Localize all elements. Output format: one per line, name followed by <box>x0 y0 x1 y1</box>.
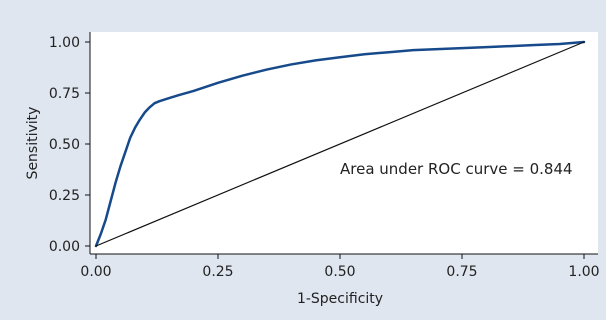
reference-diagonal-line <box>95 41 585 247</box>
series-layer <box>94 40 586 248</box>
y-tick-label: 0.00 <box>49 239 80 255</box>
x-axis-title: 1-Specificity <box>297 291 383 307</box>
roc-curve-line <box>94 40 586 248</box>
annotation: Area under ROC curve = 0.844 <box>340 160 573 178</box>
plot-area <box>90 32 598 254</box>
x-tick-label: 1.00 <box>568 264 599 280</box>
y-tick-label: 1.00 <box>49 35 80 51</box>
y-axis-title: Sensitivity <box>25 107 41 180</box>
x-tick-label: 0.25 <box>202 264 233 280</box>
x-tick-label: 0.50 <box>324 264 355 280</box>
y-tick-label: 0.25 <box>49 188 80 204</box>
y-ticks: 0.00 0.25 0.50 0.75 1.00 <box>49 35 90 255</box>
y-tick-label: 0.50 <box>49 137 80 153</box>
y-tick-label: 0.75 <box>49 86 80 102</box>
x-ticks: 0.00 0.25 0.50 0.75 1.00 <box>80 254 600 280</box>
x-tick-label: 0.00 <box>80 264 111 280</box>
x-tick-label: 0.75 <box>446 264 477 280</box>
